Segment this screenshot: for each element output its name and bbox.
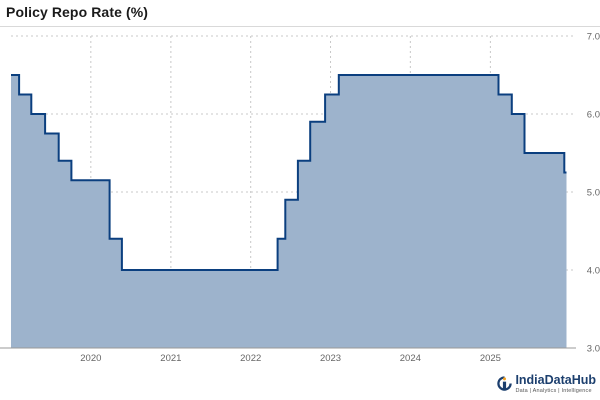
- y-tick-label: 3.0: [587, 344, 600, 355]
- brand-logo: IndiaDataHub Data | Analytics | Intellig…: [497, 374, 596, 394]
- x-tick-label: 2025: [480, 353, 501, 364]
- brand-tagline: Data | Analytics | Intelligence: [515, 387, 592, 394]
- brand-mark-icon: [497, 376, 513, 391]
- y-tick-label: 4.0: [587, 266, 600, 277]
- x-tick-label: 2020: [80, 353, 101, 364]
- x-axis-ticks: 2020 2021 2022 2023 2024 2025: [80, 353, 501, 364]
- y-tick-label: 5.0: [587, 188, 600, 199]
- x-tick-label: 2021: [160, 353, 181, 364]
- chart-title: Policy Repo Rate (%): [6, 4, 149, 20]
- x-tick-label: 2022: [240, 353, 261, 364]
- repo-rate-area: [11, 75, 567, 348]
- title-divider: [0, 26, 600, 27]
- x-tick-label: 2024: [400, 353, 421, 364]
- repo-rate-line: [11, 74, 567, 271]
- brand-name: IndiaDataHub: [515, 373, 596, 387]
- y-tick-label: 7.0: [587, 32, 600, 43]
- y-tick-label: 6.0: [587, 110, 600, 121]
- y-axis-ticks: 3.0 4.0 5.0 6.0 7.0: [587, 32, 600, 355]
- x-tick-label: 2023: [320, 353, 341, 364]
